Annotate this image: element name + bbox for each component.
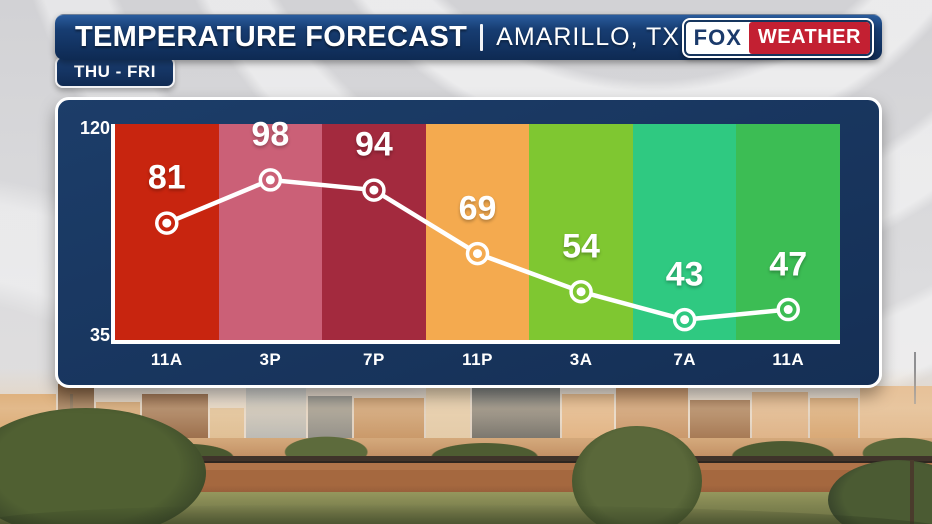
temperature-value-label: 94 [355, 125, 393, 164]
time-axis-label: 11A [772, 350, 805, 369]
data-point-center-dot [576, 287, 586, 297]
tree-cluster-left [0, 408, 206, 524]
data-point-center-dot [473, 249, 482, 259]
forecast-line-chart [155, 168, 800, 332]
y-axis-label-max: 120 [79, 118, 110, 138]
location-label: AMARILLO, TX [496, 23, 680, 51]
utility-pole [910, 460, 914, 524]
data-point-center-dot [783, 305, 793, 315]
foreground-shrubs [0, 504, 932, 524]
time-axis-label: 11A [150, 350, 183, 369]
temperature-band [218, 124, 323, 340]
data-point-center-dot [369, 185, 379, 195]
plot-area: 81 98 94 69 54 43 47 [111, 115, 841, 344]
temperature-value-label: 54 [562, 227, 600, 266]
city-photo-background [0, 352, 932, 524]
time-axis-label: 7P [363, 350, 385, 369]
weather-logo-text: WEATHER [748, 21, 870, 54]
data-point-center-dot [265, 175, 275, 185]
temperature-band [632, 124, 737, 340]
page-title: TEMPERATURE FORECAST [75, 21, 468, 53]
chart-panel: 120 35 81 98 94 69 54 43 47 11A 3P 7P 11P 3A 7A 11A [55, 97, 882, 388]
temperature-value-label: 47 [769, 245, 808, 283]
data-point-center-dot [162, 218, 172, 228]
temperature-value-label: 81 [147, 158, 186, 197]
y-axis-label-min: 35 [89, 325, 110, 345]
time-axis-label: 11P [462, 350, 493, 369]
x-axis [111, 340, 840, 344]
title-separator [480, 24, 484, 51]
fox-logo-text: FOX [693, 24, 742, 50]
temperature-bands [115, 124, 841, 340]
title-bar: TEMPERATURE FORECAST AMARILLO, TX FOX WE… [55, 14, 882, 60]
time-axis-label: 3P [259, 350, 282, 369]
time-axis-label: 7A [673, 350, 697, 369]
data-point-center-dot [680, 315, 690, 325]
date-range-badge: THU - FRI [55, 56, 175, 88]
time-axis-labels: 11A 3P 7P 11P 3A 7A 11A [115, 350, 840, 370]
temperature-value-label: 43 [665, 255, 704, 294]
temperature-band [322, 124, 426, 340]
time-axis-label: 3A [569, 350, 593, 369]
fox-weather-logo-frame: FOX WEATHER [683, 19, 872, 56]
temperature-value-label: 69 [458, 189, 497, 228]
temperature-value-label: 98 [251, 115, 290, 154]
temperature-band [529, 124, 633, 340]
fox-weather-logo: FOX WEATHER [681, 17, 874, 58]
y-axis [111, 124, 115, 344]
